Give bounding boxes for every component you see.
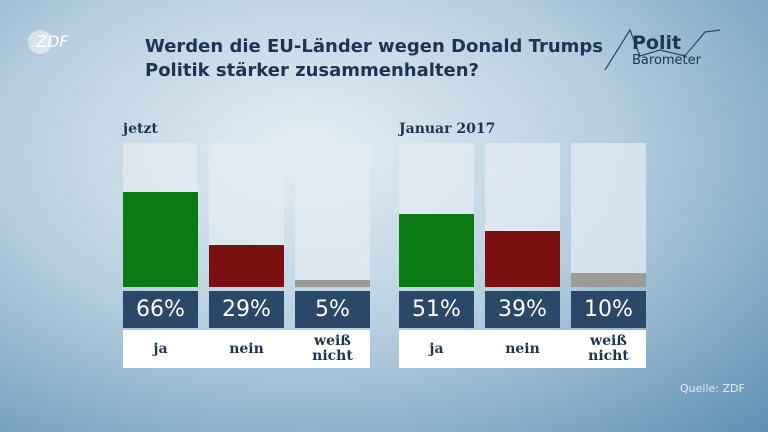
category-label: nein [485,330,560,368]
bar [295,279,370,287]
zdf-logo-circle [28,30,52,54]
zdf-logo: ZDF [36,32,69,51]
category-label: nein [209,330,284,368]
category-label: weiß nicht [571,330,646,368]
group-label: jetzt [123,121,158,137]
bar-track [295,143,370,287]
bar-track [571,143,646,287]
value-label: 66% [123,291,198,328]
category-label: ja [399,330,474,368]
category-label: weiß nicht [295,330,370,368]
bar [571,272,646,287]
bar [485,230,560,287]
source: Quelle: ZDF [680,382,745,395]
value-label: 5% [295,291,370,328]
bar [209,245,284,287]
logo-bottom: Barometer [632,53,701,68]
value-label: 29% [209,291,284,328]
value-label: 51% [399,291,474,328]
category-label: ja [123,330,198,368]
logo-lines [604,28,721,71]
bar [123,191,198,287]
logo-top: Polit [632,32,682,54]
value-label: 39% [485,291,560,328]
title-line: Werden die EU-Länder wegen Donald Trumps [145,36,603,57]
title-line: Politik stärker zusammenhalten? [145,60,479,81]
group-label: Januar 2017 [399,121,496,137]
value-label: 10% [571,291,646,328]
bar [399,213,474,287]
